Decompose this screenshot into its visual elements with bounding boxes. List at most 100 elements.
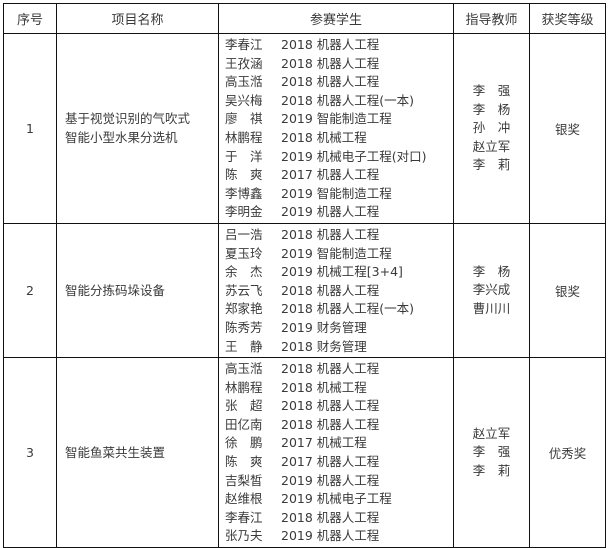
- student-name: 李春江: [225, 37, 263, 52]
- student-major: 2018 机器人工程: [281, 509, 380, 525]
- teachers-cell: 赵立军李 强李 莉: [453, 357, 530, 548]
- award-level: 银奖: [529, 222, 606, 359]
- header-no: 序号: [3, 3, 57, 34]
- student-major: 2019 智能制造工程: [281, 245, 392, 261]
- student-entry: 王 静 2018 财务管理: [225, 338, 453, 357]
- student-name: 赵维根: [225, 491, 263, 507]
- student-name: 高玉湉: [225, 361, 263, 377]
- teachers-cell: 李 强李 杨孙 冲赵立军李 莉: [453, 33, 530, 224]
- student-name: 徐 鹏: [225, 435, 263, 451]
- student-entry: 李明金 2019 机器人工程: [225, 203, 453, 222]
- header-award: 获奖等级: [529, 3, 606, 34]
- student-major: 2018 机器人工程(一本): [281, 301, 415, 317]
- teacher-name: 赵立军: [472, 425, 511, 441]
- students-cell: 吕一浩 2018 机器人工程 夏玉玲 2019 智能制造工程余 杰 2019 机械工程[…: [218, 222, 454, 359]
- table-row: 1 基于视觉识别的气吹式 智能小型水果分选机 李春江 2018 机器人工程 王孜涵 2018…: [3, 33, 606, 224]
- student-name: 于 洋: [225, 148, 263, 164]
- student-entry: 陈 爽 2017 机器人工程: [225, 166, 453, 185]
- student-entry: 郑家艳 2018 机器人工程(一本): [225, 300, 453, 319]
- student-major: 2018 机器人工程: [281, 361, 380, 377]
- student-name: 李博鑫: [225, 185, 263, 201]
- student-major: 2018 机器人工程: [281, 37, 380, 52]
- student-name: 郑家艳: [225, 301, 263, 317]
- student-name: 田亿南: [225, 416, 263, 432]
- student-major: 2018 机械工程: [281, 129, 367, 145]
- student-entry: 陈秀芳 2019 财务管理: [225, 319, 453, 338]
- student-name: 张乃夫: [225, 528, 263, 544]
- student-major: 2018 机器人工程: [281, 282, 380, 298]
- student-entry: 吕一浩 2018 机器人工程: [225, 226, 453, 245]
- student-major: 2019 财务管理: [281, 319, 367, 335]
- student-name: 陈秀芳: [225, 319, 263, 335]
- student-name: 吴兴梅: [225, 92, 263, 108]
- project-name: 智能鱼菜共生装置: [56, 357, 219, 548]
- student-entry: 张乃夫 2019 机器人工程: [225, 527, 453, 546]
- student-major: 2018 财务管理: [281, 338, 367, 354]
- teacher-name: 孙 冲: [472, 120, 511, 136]
- student-major: 2018 机器人工程: [281, 55, 380, 71]
- student-major: 2017 机械工程: [281, 435, 367, 451]
- header-students: 参赛学生: [218, 3, 454, 34]
- award-level: 优秀奖: [529, 357, 606, 548]
- teacher-name: 李 杨: [472, 263, 511, 279]
- teacher-name: 李兴成: [472, 282, 511, 298]
- row-number: 2: [3, 222, 57, 359]
- student-major: 2018 机器人工程: [281, 226, 380, 242]
- award-level: 银奖: [529, 33, 606, 224]
- student-major: 2019 机械电子工程: [281, 491, 392, 507]
- project-name-line: 智能分拣码垛设备: [65, 283, 166, 299]
- student-name: 王孜涵: [225, 55, 263, 71]
- student-major: 2018 机器人工程: [281, 74, 380, 90]
- student-entry: 李春江 2018 机器人工程: [225, 36, 453, 55]
- student-entry: 廖 祺 2019 智能制造工程: [225, 110, 453, 129]
- project-name-line: 智能小型水果分选机: [65, 130, 178, 146]
- project-name-line: 智能鱼菜共生装置: [65, 445, 166, 461]
- student-name: 苏云飞: [225, 282, 263, 298]
- row-number: 1: [3, 33, 57, 224]
- student-entry: 林鹏程 2018 机械工程: [225, 379, 453, 398]
- student-major: 2019 机器人工程: [281, 472, 380, 488]
- teachers-cell: 李 杨李兴成 曹川川: [453, 222, 530, 359]
- student-name: 陈 爽: [225, 167, 263, 183]
- student-entry: 余 杰 2019 机械工程[3+4]: [225, 263, 453, 282]
- student-entry: 吉梨皙 2019 机器人工程: [225, 472, 453, 491]
- student-name: 林鹏程: [225, 379, 263, 395]
- student-name: 张 超: [225, 398, 263, 414]
- student-name: 夏玉玲: [225, 245, 263, 261]
- student-entry: 陈 爽 2017 机器人工程: [225, 453, 453, 472]
- student-name: 吉梨皙: [225, 472, 263, 488]
- teacher-name: 曹川川: [472, 300, 511, 316]
- student-major: 2018 机器人工程(一本): [281, 92, 415, 108]
- student-entry: 苏云飞 2018 机器人工程: [225, 282, 453, 301]
- student-entry: 夏玉玲 2019 智能制造工程: [225, 245, 453, 264]
- table-row: 3 智能鱼菜共生装置 高玉湉 2018 机器人工程 林鹏程 2018 机械工程张 超 201…: [3, 357, 606, 548]
- student-major: 2017 机器人工程: [281, 167, 380, 183]
- student-entry: 于 洋 2019 机械电子工程(对口): [225, 148, 453, 167]
- student-entry: 赵维根 2019 机械电子工程: [225, 490, 453, 509]
- student-major: 2018 机器人工程: [281, 416, 380, 432]
- project-name-line: 基于视觉识别的气吹式: [65, 111, 191, 127]
- student-major: 2017 机器人工程: [281, 454, 380, 470]
- teacher-name: 李 杨: [472, 101, 511, 117]
- project-name: 智能分拣码垛设备: [56, 222, 219, 359]
- awards-table: 序号 项目名称 参赛学生 指导教师 获奖等级 1 基于视觉识别的气吹式 智能小型水果…: [3, 3, 606, 548]
- student-major: 2018 机械工程: [281, 379, 367, 395]
- student-entry: 李博鑫 2019 智能制造工程: [225, 185, 453, 204]
- student-major: 2019 机器人工程: [281, 204, 380, 220]
- project-name: 基于视觉识别的气吹式 智能小型水果分选机: [56, 33, 219, 224]
- teacher-name: 李 莉: [472, 462, 511, 478]
- student-name: 王 静: [225, 338, 263, 354]
- student-entry: 吴兴梅 2018 机器人工程(一本): [225, 92, 453, 111]
- student-name: 李明金: [225, 204, 263, 220]
- header-row: 序号 项目名称 参赛学生 指导教师 获奖等级: [3, 3, 606, 34]
- header-project: 项目名称: [56, 3, 219, 34]
- student-major: 2019 机器人工程: [281, 528, 380, 544]
- teacher-name: 李 莉: [472, 157, 511, 173]
- student-entry: 张 超 2018 机器人工程: [225, 397, 453, 416]
- row-number: 3: [3, 357, 57, 548]
- student-entry: 田亿南 2018 机器人工程: [225, 416, 453, 435]
- student-entry: 李春江 2018 机器人工程: [225, 509, 453, 528]
- student-major: 2018 机器人工程: [281, 398, 380, 414]
- student-entry: 高玉湉 2018 机器人工程: [225, 360, 453, 379]
